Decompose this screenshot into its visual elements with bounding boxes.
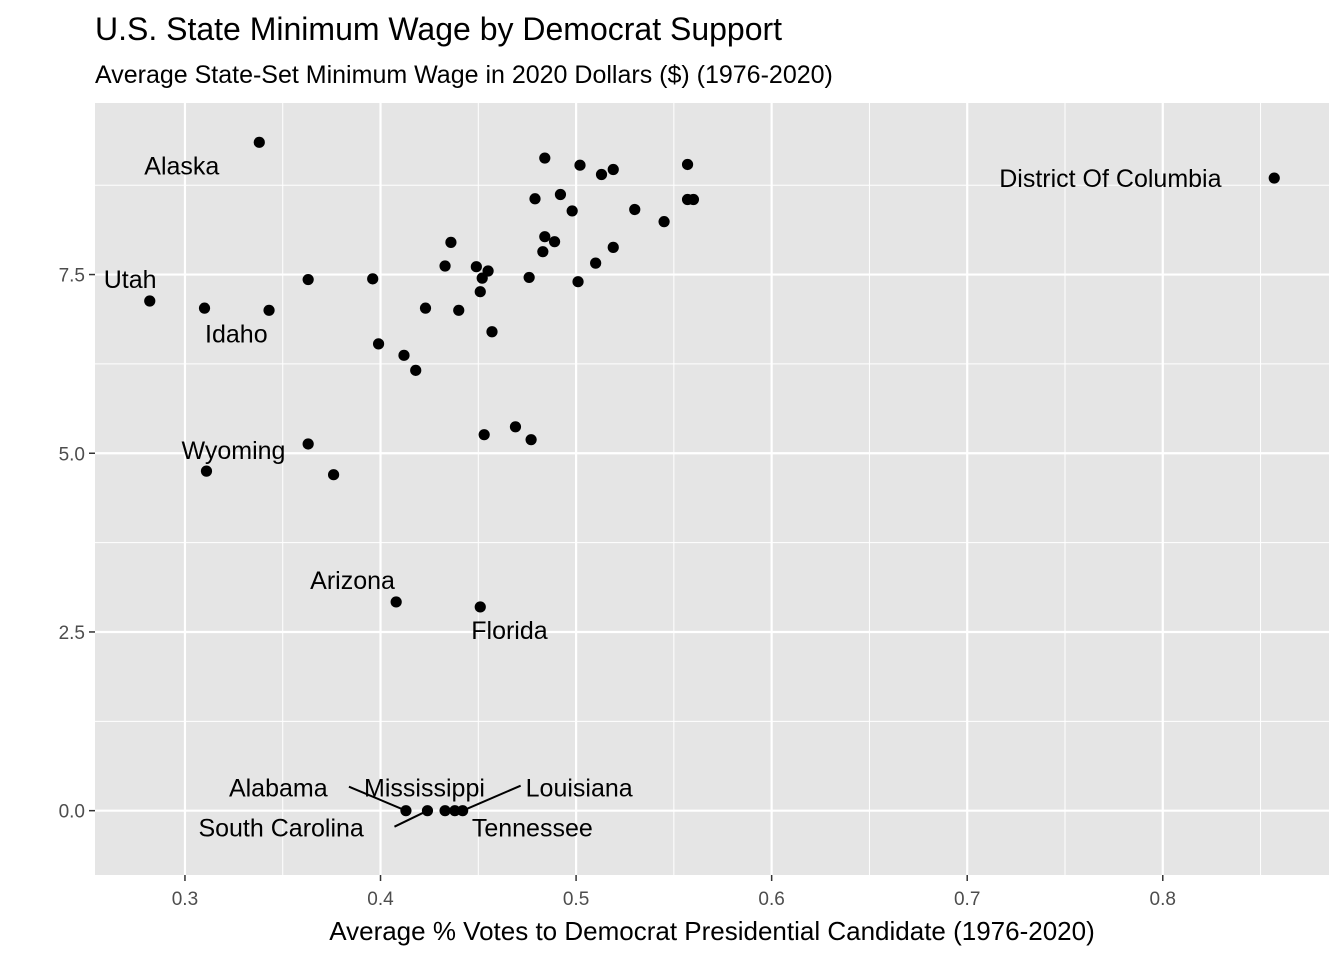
- x-tick-label: 0.3: [172, 889, 198, 910]
- data-point: [198, 302, 211, 314]
- data-point: [200, 465, 213, 477]
- point-label: Utah: [104, 266, 157, 294]
- data-point: [302, 438, 314, 450]
- x-tick-label: 0.8: [1150, 889, 1176, 910]
- data-point: [253, 136, 265, 148]
- x-tick-label: 0.6: [758, 889, 784, 910]
- data-point: [1268, 172, 1280, 184]
- data-point: [554, 188, 567, 201]
- point-label: Alabama: [229, 775, 328, 803]
- data-point: [548, 236, 561, 248]
- data-point: [327, 469, 340, 481]
- data-point: [525, 434, 537, 446]
- x-axis-title: Average % Votes to Democrat Presidential…: [329, 916, 1095, 946]
- data-point: [574, 159, 586, 171]
- x-tick-label: 0.4: [367, 889, 394, 910]
- data-point: [263, 304, 275, 316]
- data-point: [439, 805, 451, 817]
- x-tick-label: 0.7: [954, 889, 980, 910]
- data-point: [474, 601, 486, 613]
- data-point: [539, 152, 551, 164]
- data-point: [449, 805, 461, 817]
- data-point: [572, 276, 584, 288]
- data-point: [478, 429, 490, 441]
- data-point: [398, 349, 410, 361]
- label-leader-line: [462, 784, 522, 812]
- data-point: [658, 216, 670, 228]
- chart-title: U.S. State Minimum Wage by Democrat Supp…: [95, 11, 782, 47]
- grid-minor: [95, 103, 1329, 875]
- data-point: [474, 286, 486, 298]
- chart-subtitle: Average State-Set Minimum Wage in 2020 D…: [95, 61, 833, 89]
- point-label: Mississippi: [364, 775, 485, 803]
- data-point: [410, 364, 422, 376]
- plot-panel: [95, 103, 1329, 875]
- point-labels: Alaska Utah Idaho Wyoming Arizona Florida Dist…: [104, 152, 1222, 842]
- point-label: District Of Columbia: [999, 165, 1221, 193]
- y-tick-label: 7.5: [59, 266, 85, 287]
- y-tick-label: 0.0: [59, 802, 85, 823]
- data-point: [439, 260, 451, 272]
- x-axis-ticks: 0.3 0.4 0.5 0.6 0.7 0.8: [172, 875, 1176, 910]
- point-label: South Carolina: [198, 815, 363, 843]
- data-point: [566, 205, 578, 217]
- data-point: [482, 265, 494, 277]
- point-label: Arizona: [310, 567, 395, 595]
- data-point: [421, 805, 434, 817]
- data-point: [486, 326, 498, 338]
- data-point: [367, 273, 379, 285]
- data-point: [509, 421, 522, 433]
- data-points: [144, 136, 1280, 817]
- data-point: [523, 271, 535, 284]
- data-point: [539, 231, 551, 243]
- data-point: [372, 338, 385, 350]
- data-point: [595, 168, 608, 181]
- data-point: [629, 203, 641, 216]
- label-leader-line: [348, 785, 407, 812]
- label-leader-lines: [348, 784, 522, 828]
- point-label: Idaho: [205, 320, 268, 348]
- data-point: [302, 273, 314, 286]
- data-point: [529, 193, 541, 205]
- y-tick-label: 5.0: [59, 444, 85, 465]
- data-point: [537, 246, 549, 258]
- data-point: [445, 236, 457, 248]
- point-label: Florida: [471, 617, 548, 645]
- data-point: [144, 295, 156, 307]
- y-tick-label: 2.5: [59, 623, 85, 644]
- data-point: [470, 261, 482, 273]
- y-axis-ticks: 0.0 2.5 5.0 7.5: [59, 266, 95, 823]
- data-point: [390, 596, 402, 608]
- data-point: [607, 241, 619, 253]
- data-point: [681, 158, 694, 171]
- point-label: Tennessee: [472, 815, 593, 843]
- data-point: [590, 257, 602, 269]
- data-point: [453, 304, 465, 316]
- point-label: Wyoming: [181, 437, 285, 465]
- data-point: [687, 193, 700, 206]
- data-point: [607, 163, 619, 176]
- point-label: Alaska: [144, 152, 219, 180]
- label-leader-line: [394, 809, 428, 828]
- point-label: Louisiana: [526, 775, 633, 803]
- data-point: [400, 805, 412, 817]
- data-point: [419, 302, 432, 314]
- x-tick-label: 0.5: [563, 889, 589, 910]
- grid-major: [95, 103, 1329, 875]
- data-point: [457, 805, 469, 817]
